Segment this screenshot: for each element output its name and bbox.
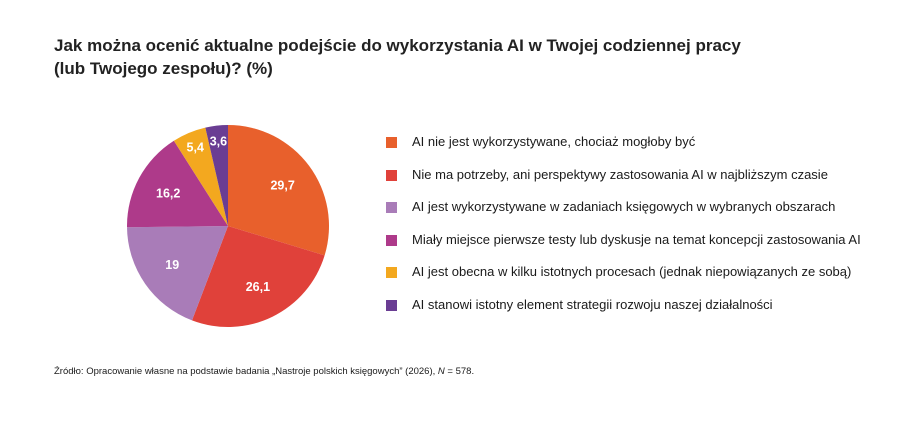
legend-label: AI nie jest wykorzystywane, chociaż mogł… [412, 134, 696, 149]
legend-label: AI stanowi istotny element strategii roz… [412, 296, 773, 312]
pie-value-label-1: 29,7 [270, 179, 294, 193]
pie-value-label-3: 19 [165, 258, 179, 272]
legend-label: AI jest wykorzystywane w zadaniach księg… [412, 199, 836, 215]
pie-slice-2 [192, 226, 325, 327]
pie-slice-1 [228, 125, 329, 256]
pie-value-label-5: 5,4 [187, 141, 204, 155]
legend-swatch [386, 234, 397, 246]
pie-value-label-2: 26,1 [246, 280, 270, 294]
pie-slice-6 [205, 125, 228, 226]
legend-item-3: AI jest wykorzystywane w zadaniach księg… [386, 198, 906, 231]
legend-swatch [386, 169, 397, 181]
legend-swatch [386, 299, 397, 311]
chart-title: Jak można ocenić aktualne podejście do w… [54, 34, 894, 80]
legend-item-1: AI nie jest wykorzystywane, chociaż mogł… [386, 133, 906, 166]
pie-value-label-4: 16,2 [156, 187, 180, 201]
legend-swatch [386, 137, 397, 148]
source-note: Źródło: Opracowanie własne na podstawie … [54, 366, 474, 377]
pie-slice-3 [127, 226, 228, 321]
source-n-suffix: = 578. [444, 366, 475, 377]
chart-title-line-1: Jak można ocenić aktualne podejście do w… [54, 36, 741, 55]
legend-swatch [386, 202, 397, 214]
pie-slice-5 [173, 127, 228, 226]
legend-item-4: Miały miejsce pierwsze testy lub dyskusj… [386, 231, 906, 264]
source-n-label: N [437, 366, 445, 377]
legend-label: AI jest obecna w kilku istotnych procesa… [412, 264, 852, 280]
legend-label: Nie ma potrzeby, ani perspektywy zastoso… [412, 166, 828, 182]
legend-swatch [386, 267, 397, 279]
pie-value-label-6: 3,6 [210, 135, 227, 149]
chart-title-line-2: (lub Twojego zespołu)? (%) [54, 59, 273, 78]
legend: AI nie jest wykorzystywane, chociaż mogł… [386, 133, 906, 329]
pie-slice-4 [127, 140, 228, 228]
pie-chart: 29,7 26,1 19 16,2 5,4 3,6 [127, 125, 329, 327]
legend-label: Miały miejsce pierwsze testy lub dyskusj… [412, 231, 861, 247]
source-prefix: Źródło: Opracowanie własne na podstawie … [54, 366, 438, 377]
legend-item-5: AI jest obecna w kilku istotnych procesa… [386, 263, 906, 296]
legend-item-2: Nie ma potrzeby, ani perspektywy zastoso… [386, 166, 906, 199]
legend-item-6: AI stanowi istotny element strategii roz… [386, 296, 906, 329]
